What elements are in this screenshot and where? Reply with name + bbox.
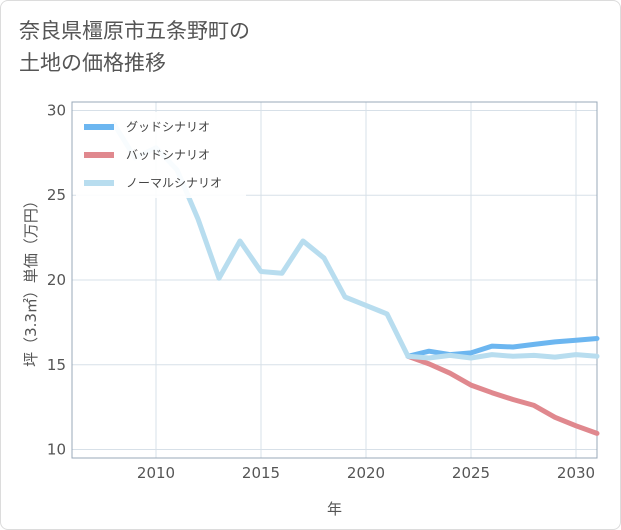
chart-title-line-1: 奈良県橿原市五条野町の — [19, 19, 250, 43]
y-tick-label: 30 — [47, 101, 66, 119]
y-tick-label: 10 — [47, 441, 66, 459]
chart-title: 奈良県橿原市五条野町の 土地の価格推移 — [19, 15, 250, 79]
x-axis-ticks: 2010 2015 2020 2025 2030 — [137, 464, 595, 482]
x-tick-label: 2015 — [242, 464, 280, 482]
legend-label-0: グッドシナリオ — [126, 120, 210, 134]
x-tick-label: 2020 — [347, 464, 385, 482]
x-tick-label: 2010 — [137, 464, 175, 482]
grid-lines — [72, 102, 597, 458]
series-lines — [111, 121, 600, 436]
y-tick-label: 20 — [47, 271, 66, 289]
legend-label-1: バッドシナリオ — [126, 148, 210, 162]
y-axis-ticks: 10 15 20 25 30 — [47, 101, 66, 458]
y-tick-label: 15 — [47, 356, 66, 374]
series-line-1 — [405, 353, 600, 436]
x-tick-label: 2025 — [452, 464, 490, 482]
chart-title-line-2: 土地の価格推移 — [19, 51, 166, 75]
x-axis-label: 年 — [327, 500, 342, 518]
x-tick-label: 2030 — [557, 464, 595, 482]
series-line-0 — [405, 336, 600, 359]
legend-label-2: ノーマルシナリオ — [126, 176, 222, 190]
plot-area-frame — [71, 101, 598, 459]
series-line-2 — [111, 121, 600, 361]
y-tick-label: 25 — [47, 186, 66, 204]
y-axis-label: 坪（3.3㎡）単価（万円） — [22, 193, 40, 367]
